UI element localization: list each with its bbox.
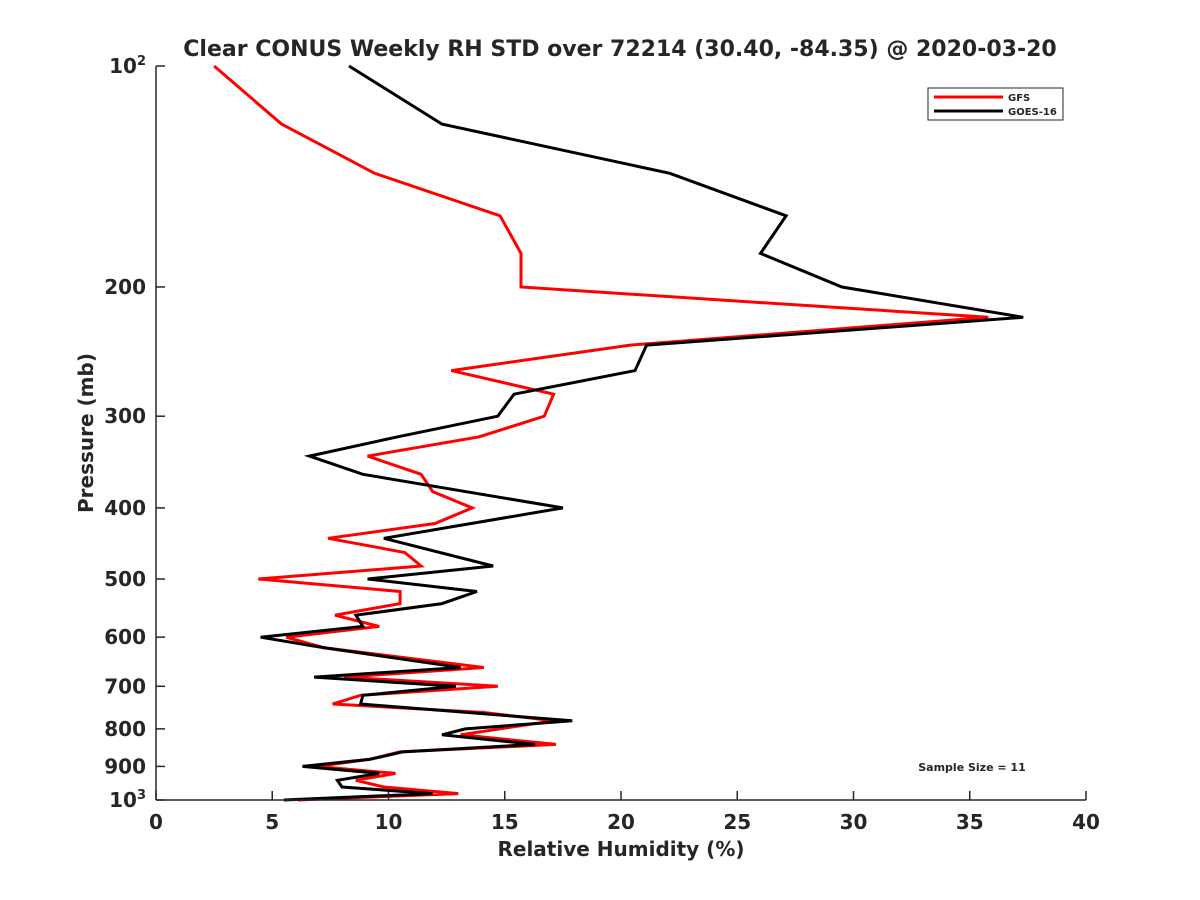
- y-tick-label: 500: [104, 567, 146, 591]
- x-tick-label: 0: [149, 810, 163, 834]
- y-tick-label: 103: [109, 788, 146, 812]
- y-tick-label: 300: [104, 404, 146, 428]
- x-tick-label: 10: [375, 810, 403, 834]
- x-tick-label: 25: [723, 810, 751, 834]
- legend-label-gfs: GFS: [1008, 93, 1030, 104]
- x-tick-label: 20: [607, 810, 635, 834]
- series-line-gfs: [213, 64, 989, 802]
- x-tick-label: 30: [840, 810, 868, 834]
- legend-box: [927, 87, 1064, 121]
- y-tick-label: 800: [104, 717, 146, 741]
- y-tick-label: 102: [109, 54, 146, 78]
- legend: GFS GOES-16: [927, 87, 1064, 121]
- y-tick-label: 200: [104, 275, 146, 299]
- x-tick-label: 35: [956, 810, 984, 834]
- legend-label-goes16: GOES-16: [1008, 107, 1057, 118]
- sample-size-annotation: Sample Size = 11: [918, 761, 1025, 774]
- series-group: [213, 64, 1024, 802]
- x-tick-label: 5: [265, 810, 279, 834]
- x-tick-label: 40: [1072, 810, 1100, 834]
- y-tick-label: 900: [104, 754, 146, 778]
- y-tick-label: 400: [104, 496, 146, 520]
- series-line-goes-16: [260, 64, 1024, 802]
- axes: 0 5 10 15 20 25 30 35 40 102 200 300 400 500 600 700 800…: [104, 54, 1100, 834]
- x-tick-label: 15: [491, 810, 519, 834]
- chart-title: Clear CONUS Weekly RH STD over 72214 (30…: [183, 37, 1056, 62]
- y-tick-label: 700: [104, 674, 146, 698]
- y-tick-label: 600: [104, 625, 146, 649]
- y-axis-label: Pressure (mb): [74, 353, 98, 513]
- x-axis-label: Relative Humidity (%): [497, 837, 744, 861]
